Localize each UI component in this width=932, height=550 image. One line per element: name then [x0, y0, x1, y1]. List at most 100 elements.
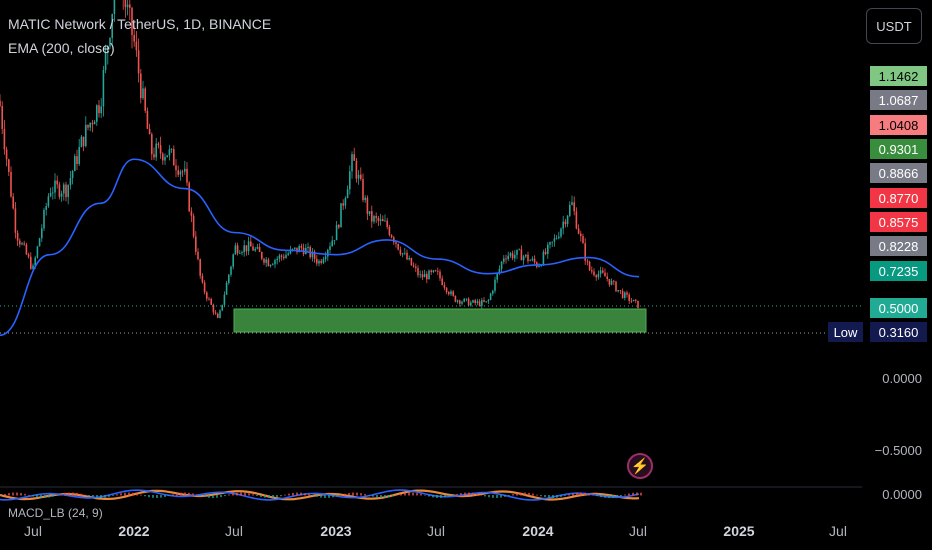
macd-histogram-bar	[632, 492, 634, 496]
candle-body	[443, 284, 446, 288]
candle-body	[274, 260, 276, 265]
candle-body	[219, 310, 221, 318]
currency-button[interactable]: USDT	[866, 8, 922, 44]
macd-histogram-bar	[352, 492, 354, 496]
candle-body	[564, 221, 567, 225]
candle-body	[144, 88, 146, 111]
macd-histogram-bar	[564, 495, 566, 496]
candle-body	[221, 304, 223, 311]
candle-body	[509, 253, 512, 256]
candle-body	[430, 270, 432, 273]
macd-histogram-bar	[500, 495, 502, 498]
candle-body	[549, 242, 551, 245]
macd-histogram-bar	[456, 494, 458, 496]
macd-histogram-bar	[48, 495, 50, 498]
candle-body	[597, 273, 600, 278]
macd-histogram-bar	[328, 495, 330, 498]
candle-body	[89, 122, 91, 128]
candle-body	[465, 298, 468, 300]
candle-body	[399, 249, 402, 255]
macd-histogram-bar	[348, 492, 350, 496]
candle-body	[333, 240, 336, 241]
macd-histogram-bar	[548, 495, 550, 498]
candle-body	[338, 225, 340, 228]
candle-body	[318, 260, 320, 264]
candle-body	[360, 174, 362, 179]
macd-histogram-bar	[164, 495, 166, 497]
candle-body	[588, 261, 591, 271]
candle-body	[247, 241, 250, 252]
candle-body	[613, 280, 615, 282]
candle-body	[307, 246, 309, 248]
candle-body	[78, 147, 80, 164]
candle-body	[410, 257, 413, 266]
candle-body	[82, 136, 85, 147]
candle-body	[632, 299, 635, 302]
candle-body	[234, 245, 237, 255]
candle-body	[397, 243, 399, 250]
candle-body	[527, 254, 529, 262]
macd-histogram-bar	[264, 495, 266, 498]
macd-histogram-bar	[324, 495, 326, 498]
macd-histogram-bar	[156, 495, 158, 498]
candle-body	[463, 298, 465, 302]
candle-body	[14, 208, 17, 233]
macd-histogram-bar	[440, 495, 442, 498]
axis-label-neg: −0.5000	[874, 443, 922, 458]
macd-histogram-bar	[368, 495, 370, 496]
candle-body	[181, 171, 184, 173]
macd-histogram-bar	[200, 495, 202, 497]
candle-body	[170, 149, 173, 150]
candle-body	[630, 300, 633, 302]
candle-body	[555, 238, 558, 239]
lightning-icon[interactable]: ⚡	[627, 453, 653, 479]
macd-histogram-bar	[168, 495, 170, 496]
candle-body	[58, 184, 61, 197]
macd-indicator-label[interactable]: MACD_LB (24, 9)	[8, 506, 103, 520]
candle-body	[223, 294, 226, 305]
candle-body	[175, 165, 177, 171]
candle-body	[322, 259, 325, 263]
candle-body	[91, 122, 94, 125]
macd-histogram-bar	[472, 492, 474, 496]
price-tag: 1.1462	[870, 66, 927, 86]
candle-body	[591, 270, 593, 272]
price-tag: 1.0408	[870, 115, 927, 135]
macd-histogram-bar	[296, 492, 298, 496]
macd-histogram-bar	[0, 495, 2, 496]
price-tag: 0.8228	[870, 236, 927, 256]
price-tag: 0.3160	[870, 322, 927, 342]
candle-body	[203, 282, 206, 293]
candle-body	[41, 228, 43, 239]
candle-body	[214, 312, 217, 314]
candle-body	[252, 246, 254, 251]
macd-histogram-bar	[136, 493, 138, 496]
macd-histogram-bar	[372, 495, 374, 497]
candle-body	[276, 258, 278, 261]
support-zone-box[interactable]	[233, 308, 647, 333]
candle-body	[225, 282, 228, 295]
macd-histogram-bar	[568, 494, 570, 496]
candle-body	[434, 270, 437, 272]
candle-body	[531, 258, 534, 261]
macd-histogram-bar	[376, 495, 378, 498]
candle-body	[159, 145, 162, 154]
candle-body	[190, 211, 193, 216]
time-axis-label: Jul	[225, 523, 243, 539]
macd-histogram-bar	[212, 495, 214, 498]
macd-histogram-bar	[304, 493, 306, 496]
candle-body	[637, 300, 639, 308]
candle-body	[104, 52, 107, 70]
candle-body	[197, 251, 199, 260]
candle-body	[212, 304, 215, 313]
candle-body	[329, 246, 331, 250]
candle-body	[201, 275, 204, 283]
ema-indicator-label[interactable]: EMA (200, close)	[8, 40, 115, 56]
macd-histogram-bar	[492, 495, 494, 498]
candle-body	[32, 265, 34, 269]
candle-body	[395, 242, 397, 244]
candle-body	[294, 247, 296, 249]
symbol-title[interactable]: MATIC Network / TetherUS, 1D, BINANCE	[8, 16, 272, 32]
candle-body	[285, 254, 287, 259]
